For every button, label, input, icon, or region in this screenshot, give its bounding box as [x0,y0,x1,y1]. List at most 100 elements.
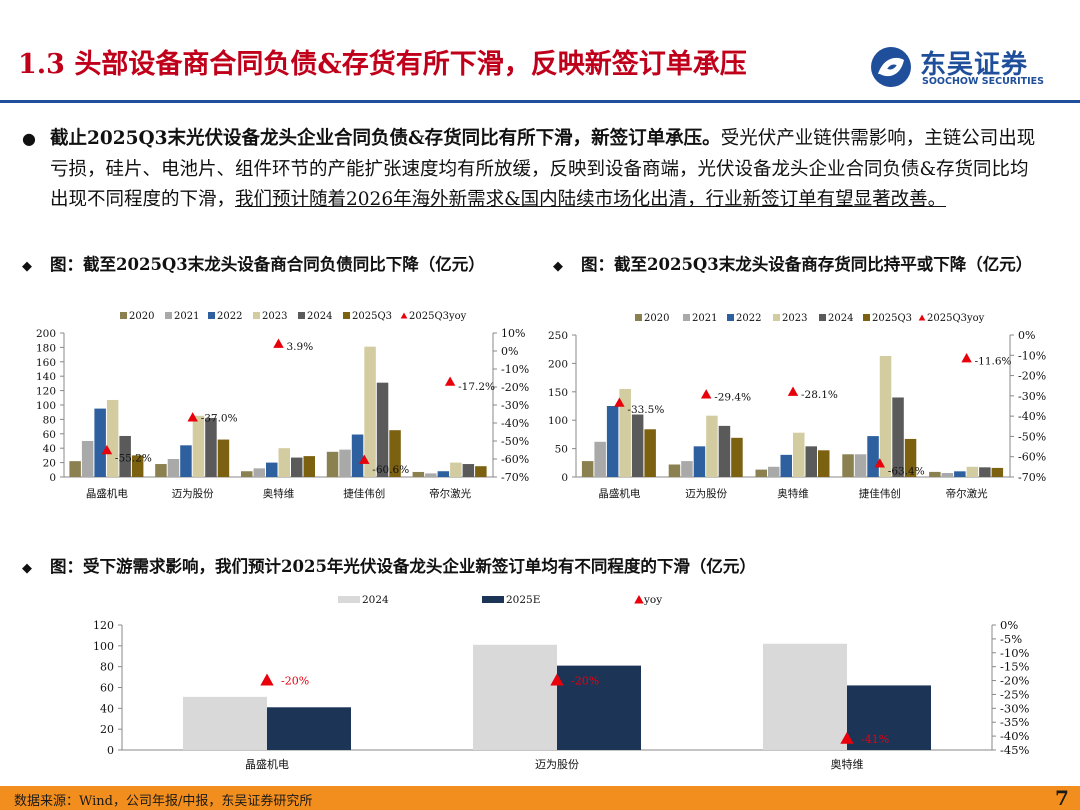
legend-swatch [773,314,780,321]
category-label: 奥特维 [263,487,295,500]
y-tick-label: 120 [36,386,56,398]
summary-underlined: 我们预计随着2026年海外新需求&国内陆续市场化出清，行业新签订单有望显著改善。 [235,189,947,210]
y2-tick-label: 0% [501,345,518,358]
category-label: 捷佳伟创 [859,487,901,500]
legend-label: 2022 [217,311,242,322]
bar [854,454,867,477]
legend-swatch [120,312,127,319]
y2-tick-label: -30% [1000,701,1030,715]
y2-tick-label: -70% [1018,471,1046,484]
bar [180,445,192,477]
data-source: 数据来源：Wind，公司年报/中报，东吴证券研究所 [14,794,313,809]
bar [991,467,1004,477]
yoy-label: -20% [281,675,309,688]
legend-swatch [165,312,172,319]
legend-swatch [298,312,305,319]
bar [954,471,966,477]
legend-swatch [727,314,734,321]
bar [731,437,743,477]
yoy-marker [700,389,712,399]
y2-tick-label: -50% [1018,430,1046,443]
yoy-marker [187,412,198,422]
bar [253,468,265,477]
y2-tick-label: -30% [501,399,529,412]
bar [755,469,767,477]
y-tick-label: 0 [561,472,568,484]
y-tick-label: 20 [43,458,56,470]
bar [106,399,119,477]
y2-tick-label: -40% [1018,410,1046,423]
bar [303,456,315,477]
bar [81,441,94,477]
legend-label: 2025Q3yoy [409,311,467,322]
y-tick-label: 0 [49,472,56,484]
bar [205,417,217,477]
y-tick-label: 160 [36,357,56,369]
bar [339,449,351,477]
bar [557,665,641,750]
yoy-label: -20% [571,675,599,688]
y2-tick-label: 0% [1000,618,1018,632]
y-tick-label: 80 [43,414,56,426]
yoy-label: -33.5% [627,404,664,416]
bar [119,435,131,477]
bar [267,707,351,750]
bar [867,436,879,477]
diamond-icon: ◆ [22,561,32,576]
bar [326,451,339,477]
yoy-marker [840,731,854,744]
y-tick-label: 80 [100,661,114,674]
y-tick-label: 180 [36,342,56,354]
yoy-marker [550,673,564,686]
category-label: 迈为股份 [685,488,727,500]
bar [241,471,253,477]
bar [818,450,830,477]
y-tick-label: 100 [93,640,114,653]
y2-tick-label: -40% [1000,729,1030,743]
bar [706,415,718,477]
bar [718,425,731,477]
yoy-marker [273,338,284,348]
yoy-marker [359,454,370,464]
y2-tick-label: -10% [1000,646,1030,660]
bar [217,439,230,477]
legend-yoy-icon [634,595,644,604]
legend-label: 2020 [129,311,154,322]
page-number: 7 [1055,786,1069,810]
legend-label: 2024 [362,594,389,606]
legend-swatch [863,314,870,321]
brand-logo: 东吴证券 SOOCHOW SECURITIES [868,44,1044,90]
legend-swatch [819,314,826,321]
yoy-label: -17.2% [458,381,495,393]
bar [412,471,425,477]
category-label: 晶盛机电 [598,487,640,500]
bar [929,471,941,477]
bar [619,388,631,477]
category-label: 迈为股份 [535,758,579,771]
bar [291,457,303,477]
bar [69,461,81,477]
legend-label: 2020 [644,313,669,324]
figure-2-title-text: 图：截至2025Q3末龙头设备商存货同比持平或下降（亿元） [581,255,1033,274]
y2-tick-label: -15% [1000,660,1030,674]
bar [979,467,991,477]
diamond-icon: ◆ [553,259,563,274]
bar [167,459,180,477]
bar [278,448,290,477]
y2-tick-label: -20% [1000,674,1030,688]
yoy-marker [787,386,799,396]
y2-tick-label: -35% [1000,715,1030,729]
summary-bold: 截止2025Q3末光伏设备龙头企业合同负债&存货同比有所下滑，新签订单承压。 [50,128,721,149]
bar [892,397,904,477]
legend-label: 2025Q3 [872,313,912,324]
bar [693,446,706,477]
y2-tick-label: -50% [501,435,529,448]
y-tick-label: 0 [107,744,114,757]
header-divider [0,100,1080,103]
legend-label: 2023 [782,313,807,324]
legend-swatch [343,312,350,319]
logo-text-en: SOOCHOW SECURITIES [922,76,1044,87]
figure-3-title: ◆ 图：受下游需求影响，我们预计2025年光伏设备龙头企业新签订单均有不同程度的下… [22,553,756,577]
legend-label: yoy [643,594,662,606]
y2-tick-label: -25% [1000,687,1030,701]
